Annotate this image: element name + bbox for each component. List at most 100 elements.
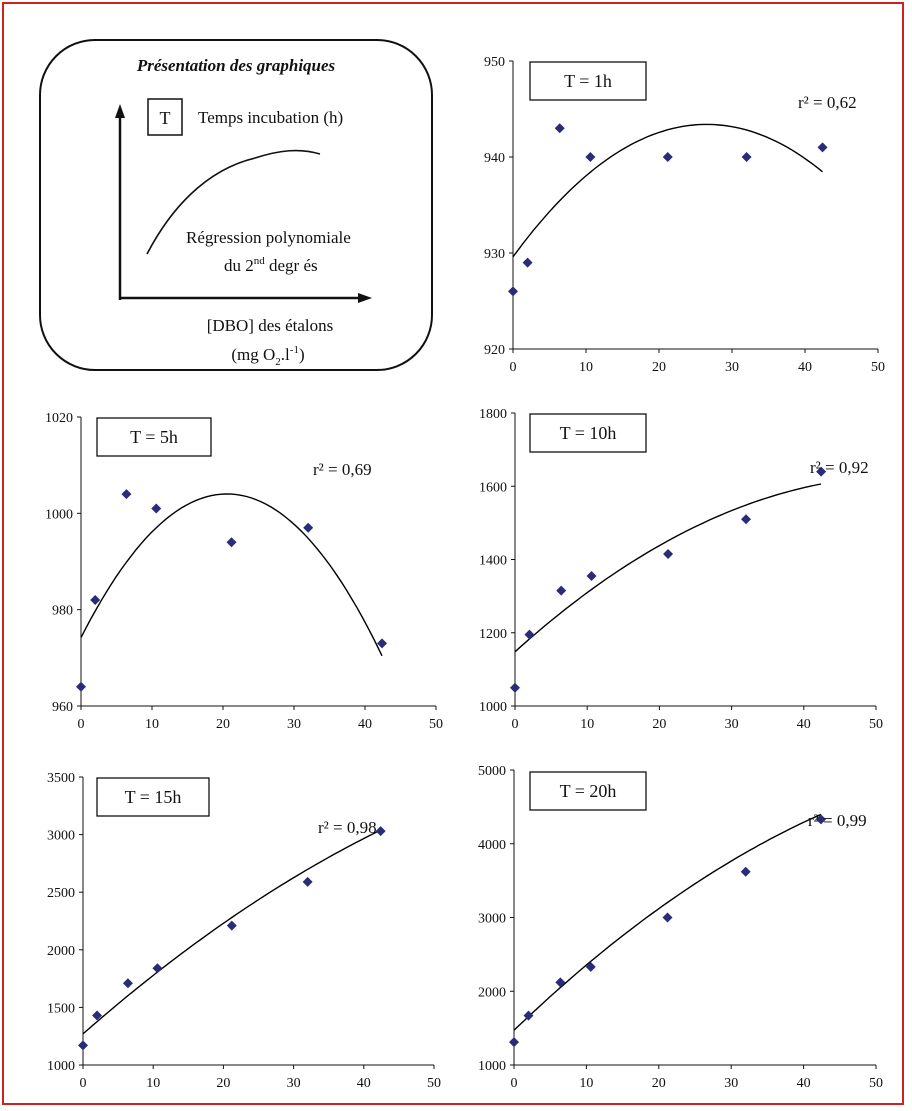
legend-panel: Présentation des graphiques T Temps incu…	[39, 39, 433, 371]
y-tick-label: 3000	[478, 912, 506, 927]
legend-x-label-1: [DBO] des étalons	[207, 316, 334, 335]
panel-label-box	[529, 413, 647, 453]
y-tick-label: 1000	[47, 1059, 75, 1074]
x-tick-label: 50	[869, 1076, 883, 1091]
chart-panel-4: 1000 1500 2000 2500 3000 3500 0 10 20 30 40 50 T = 1…	[47, 771, 441, 1091]
y-tick-label: 980	[52, 604, 73, 619]
x-tick-label: 40	[798, 360, 812, 375]
r2-label: r² = 0,69	[313, 460, 372, 479]
y-tick-label: 1000	[479, 700, 507, 715]
data-point	[663, 549, 674, 560]
legend-panel-border	[39, 39, 433, 371]
data-point	[92, 1010, 103, 1021]
x-tick-label: 10	[146, 1076, 160, 1091]
data-point	[523, 1010, 534, 1021]
legend-time-letter: T	[160, 108, 171, 128]
x-tick-label: 10	[580, 717, 594, 732]
y-tick-label: 3000	[47, 829, 75, 844]
panel-label-box	[529, 61, 647, 101]
y-tick-label: 1200	[479, 627, 507, 642]
panel-label: T = 5h	[130, 427, 178, 447]
legend-x-arrow-icon	[358, 293, 372, 303]
y-tick-label: 3500	[47, 771, 75, 786]
y-tick-label: 4000	[478, 838, 506, 853]
data-point	[524, 629, 535, 640]
regression-curve	[82, 829, 381, 1035]
y-tick-label: 1500	[47, 1001, 75, 1016]
data-point	[302, 876, 313, 887]
x-tick-label: 20	[652, 1076, 666, 1091]
x-tick-label: 50	[871, 360, 885, 375]
data-point	[510, 682, 520, 693]
data-point	[122, 978, 133, 989]
legend-curve-desc-2: du 2nd degr és	[224, 255, 318, 275]
y-tick-label: 940	[484, 151, 505, 166]
chart-panel-5: 1000 2000 3000 4000 5000 0 10 20 30 40 50 T = 20h r²…	[478, 764, 883, 1091]
data-point	[90, 595, 101, 606]
data-point	[817, 142, 828, 153]
panel-label-box	[96, 777, 210, 817]
data-point	[522, 257, 533, 268]
data-point	[586, 570, 597, 581]
x-tick-label: 40	[797, 1076, 811, 1091]
y-tick-label: 1400	[479, 554, 507, 569]
x-tick-label: 0	[78, 717, 85, 732]
y-tick-label: 1000	[45, 507, 73, 522]
legend-y-arrow-icon	[115, 104, 125, 118]
data-point	[377, 638, 388, 649]
x-tick-label: 20	[652, 717, 666, 732]
data-point	[556, 585, 567, 596]
x-tick-label: 30	[725, 717, 739, 732]
r2-label: r² = 0,92	[810, 458, 869, 477]
x-tick-label: 20	[216, 1076, 230, 1091]
data-point	[585, 152, 596, 162]
data-point	[509, 1037, 519, 1048]
data-point	[121, 489, 132, 500]
y-tick-label: 930	[484, 247, 505, 262]
r2-label: r² = 0,98	[318, 818, 377, 837]
regression-curve	[80, 493, 383, 657]
legend-time-box	[147, 98, 183, 136]
x-tick-label: 40	[358, 717, 372, 732]
x-tick-label: 0	[512, 717, 519, 732]
legend-time-desc: Temps incubation (h)	[198, 108, 343, 127]
data-point	[375, 826, 386, 837]
panel-label: T = 15h	[125, 787, 182, 807]
data-point	[741, 152, 752, 162]
data-point	[815, 814, 826, 825]
data-point	[662, 912, 673, 923]
data-point	[76, 681, 86, 692]
y-tick-label: 920	[484, 343, 505, 358]
r2-label: r² = 0,99	[808, 811, 867, 830]
y-tick-label: 950	[484, 55, 505, 70]
data-point	[303, 522, 314, 533]
y-tick-label: 2000	[478, 985, 506, 1000]
data-point	[585, 961, 596, 972]
x-tick-label: 20	[216, 717, 230, 732]
y-tick-label: 960	[52, 700, 73, 715]
data-point	[816, 466, 827, 477]
y-tick-label: 1600	[479, 480, 507, 495]
data-point	[78, 1040, 88, 1051]
x-tick-label: 30	[725, 360, 739, 375]
y-tick-label: 2000	[47, 944, 75, 959]
data-point	[152, 963, 163, 974]
legend-curve	[146, 149, 321, 255]
data-point	[226, 920, 237, 931]
panel-label: T = 1h	[564, 71, 612, 91]
x-tick-label: 10	[579, 1076, 593, 1091]
panel-label-box	[529, 771, 647, 811]
x-tick-label: 0	[80, 1076, 87, 1091]
data-point	[554, 123, 565, 134]
x-tick-label: 40	[797, 717, 811, 732]
panel-label: T = 10h	[560, 423, 617, 443]
chart-panel-3: 1000 1200 1400 1600 1800 0 10 20 30 40 50 T = 10h r²…	[479, 407, 883, 732]
x-tick-label: 30	[287, 1076, 301, 1091]
data-point	[741, 514, 752, 525]
x-tick-label: 10	[579, 360, 593, 375]
legend-x-label-2: (mg O2.l-1)	[231, 344, 304, 368]
y-tick-label: 2500	[47, 886, 75, 901]
